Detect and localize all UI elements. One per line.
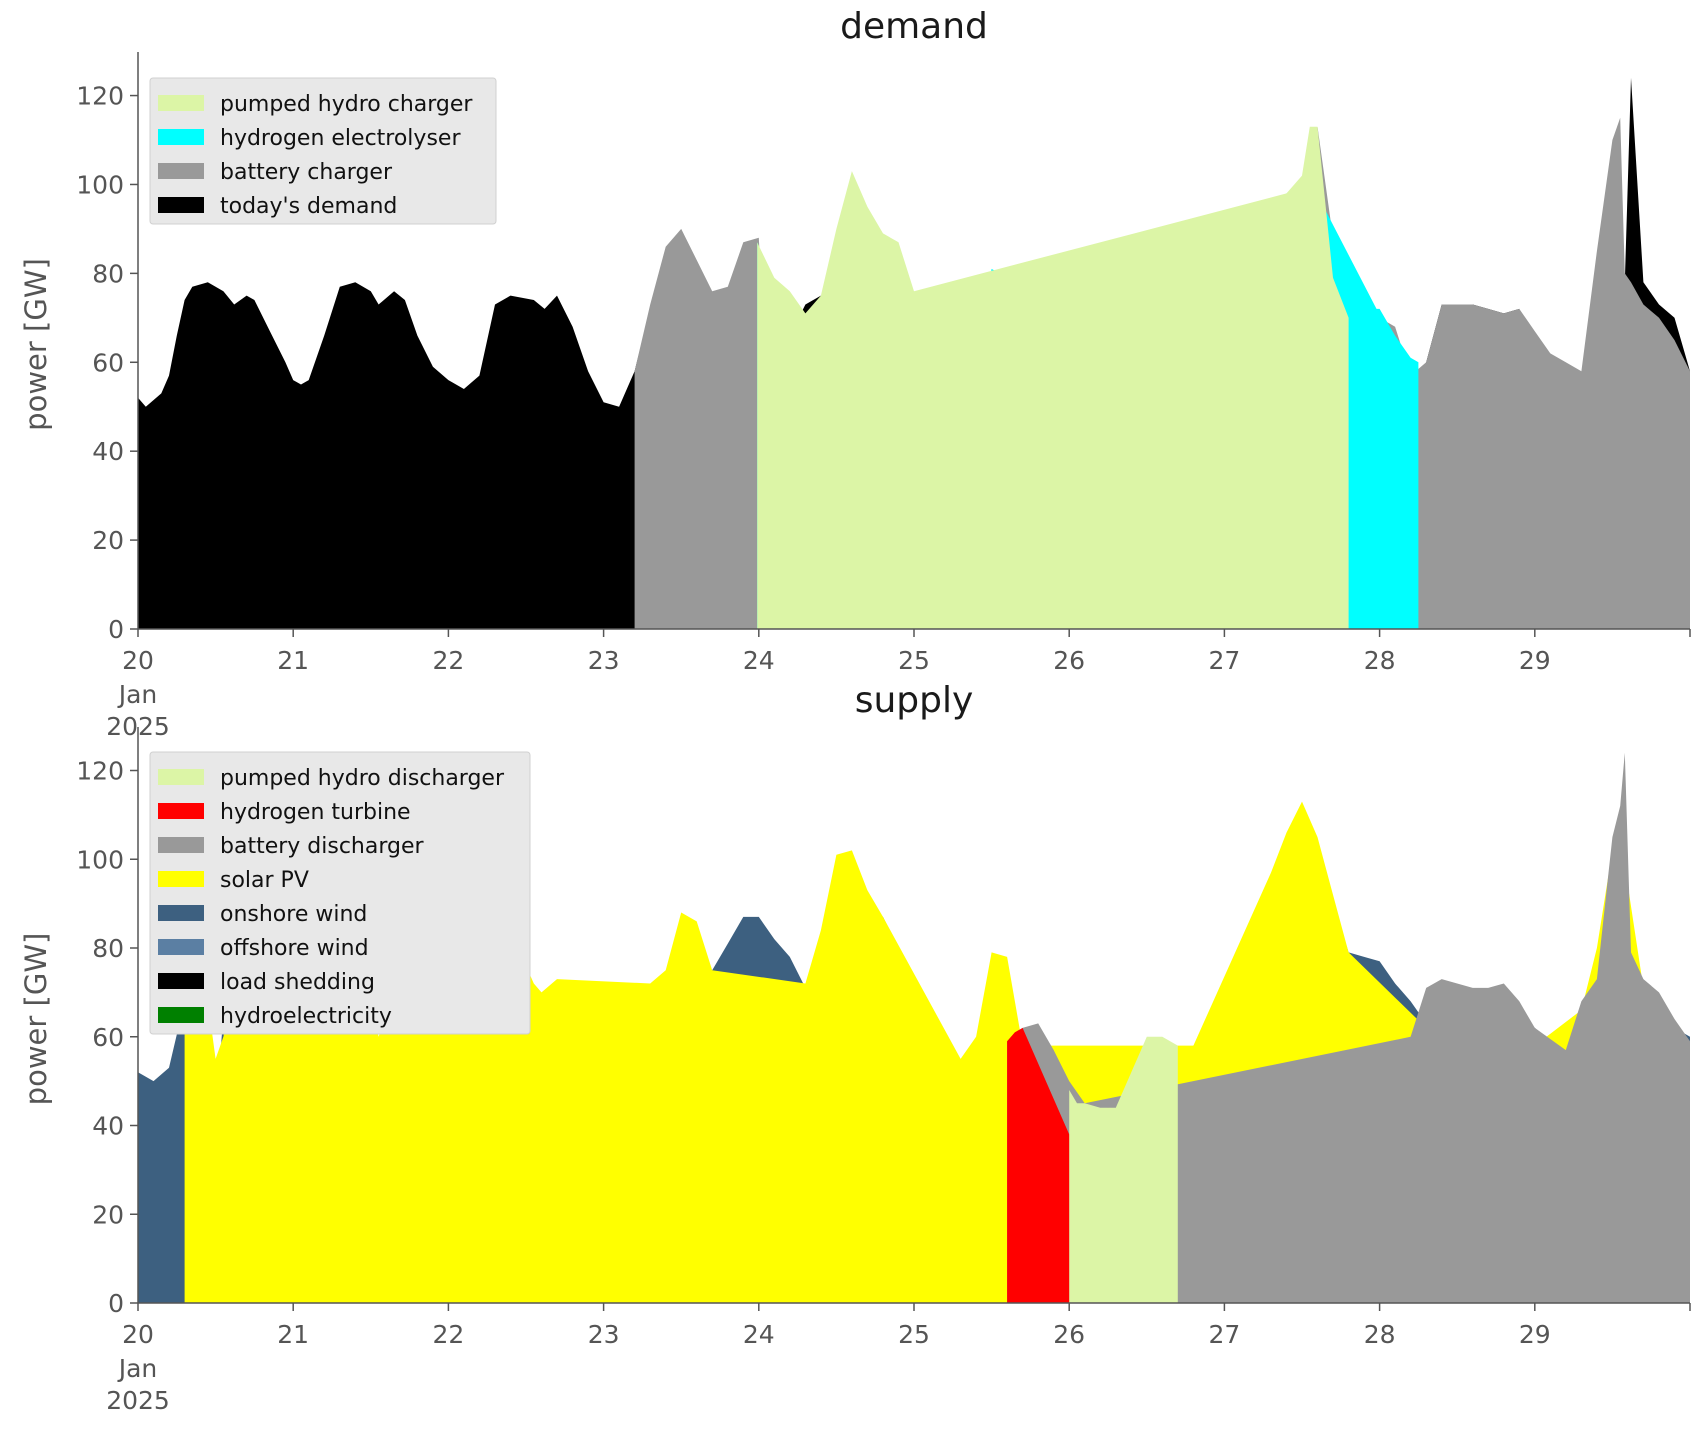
x-tick-label: 22 [432,1320,464,1349]
y-tick-label: 40 [92,437,124,466]
legend-label-onshore-wind: onshore wind [220,902,367,927]
legend-label-today-s-demand: today's demand [220,194,397,219]
legend-swatch-battery-charger [158,163,204,179]
y-tick-label: 100 [76,170,124,199]
y-tick-label: 80 [92,259,124,288]
y-tick-label: 120 [76,757,124,786]
x-tick-label: 22 [432,646,464,675]
x-tick-label: 21 [277,646,309,675]
legend-swatch-hydrogen-electrolyser [158,129,204,145]
x-tick-label: 28 [1364,646,1396,675]
x-tick-label: 21 [277,1320,309,1349]
legend-label-pumped-hydro-discharger: pumped hydro discharger [220,766,505,791]
y-tick-label: 20 [92,526,124,555]
x-tick-sublabel: Jan [117,1354,158,1383]
x-tick-label: 27 [1208,646,1240,675]
legend-label-load-shedding: load shedding [220,970,375,995]
y-tick-label: 60 [92,1023,124,1052]
legend-label-offshore-wind: offshore wind [220,936,369,961]
legend-swatch-solar-pv [158,871,204,887]
x-tick-label: 29 [1519,1320,1551,1349]
chart-title: demand [840,6,988,47]
y-axis-label: power [GW] [19,933,53,1106]
legend-label-pumped-hydro-charger: pumped hydro charger [220,92,473,117]
series-pumped-hydro-discharger-area [1069,1036,1178,1303]
y-tick-label: 120 [76,82,124,111]
legend-swatch-offshore-wind [158,939,204,955]
x-tick-label: 26 [1053,1320,1085,1349]
legend-label-battery-discharger: battery discharger [220,834,425,859]
x-tick-sublabel: Jan [117,680,158,709]
x-tick-label: 29 [1519,646,1551,675]
legend-swatch-hydroelectricity [158,1007,204,1023]
x-tick-label: 23 [588,1320,620,1349]
legend-swatch-hydrogen-turbine [158,803,204,819]
x-tick-label: 26 [1053,646,1085,675]
y-tick-label: 60 [92,348,124,377]
legend: pumped hydro charger hydrogen electrolyse… [149,77,497,225]
x-tick-label: 25 [898,1320,930,1349]
series-battery-discharger-area [1007,752,1690,1303]
chart-title: supply [855,680,974,721]
x-tick-label: 24 [743,1320,775,1349]
legend-label-battery-charger: battery charger [220,160,393,185]
x-tick-label: 20 [122,646,154,675]
y-tick-label: 0 [108,615,124,644]
x-tick-label: 25 [898,646,930,675]
legend-label-hydroelectricity: hydroelectricity [220,1004,392,1029]
legend-label-hydrogen-turbine: hydrogen turbine [220,800,411,825]
legend-swatch-pumped-hydro-discharger [158,769,204,785]
y-tick-label: 80 [92,934,124,963]
legend-swatch-today-s-demand [158,197,204,213]
y-axis-label: power [GW] [19,258,53,431]
legend-swatch-pumped-hydro-charger [158,95,204,111]
legend-swatch-load-shedding [158,973,204,989]
x-tick-label: 27 [1208,1320,1240,1349]
x-tick-label: 24 [743,646,775,675]
y-tick-label: 20 [92,1200,124,1229]
legend-box [149,77,497,225]
y-tick-label: 0 [108,1289,124,1318]
x-tick-label: 23 [588,646,620,675]
y-tick-label: 40 [92,1112,124,1141]
y-tick-label: 100 [76,845,124,874]
legend-swatch-battery-discharger [158,837,204,853]
legend-box [149,751,531,1035]
x-tick-sublabel: 2025 [106,1386,170,1415]
legend-label-solar-pv: solar PV [220,868,309,893]
x-tick-label: 28 [1364,1320,1396,1349]
series-pumped-hydro-charger-area [757,126,1349,629]
legend-swatch-onshore-wind [158,905,204,921]
x-tick-label: 20 [122,1320,154,1349]
legend: pumped hydro discharger hydrogen turbine b… [149,751,531,1035]
legend-label-hydrogen-electrolyser: hydrogen electrolyser [220,126,461,151]
